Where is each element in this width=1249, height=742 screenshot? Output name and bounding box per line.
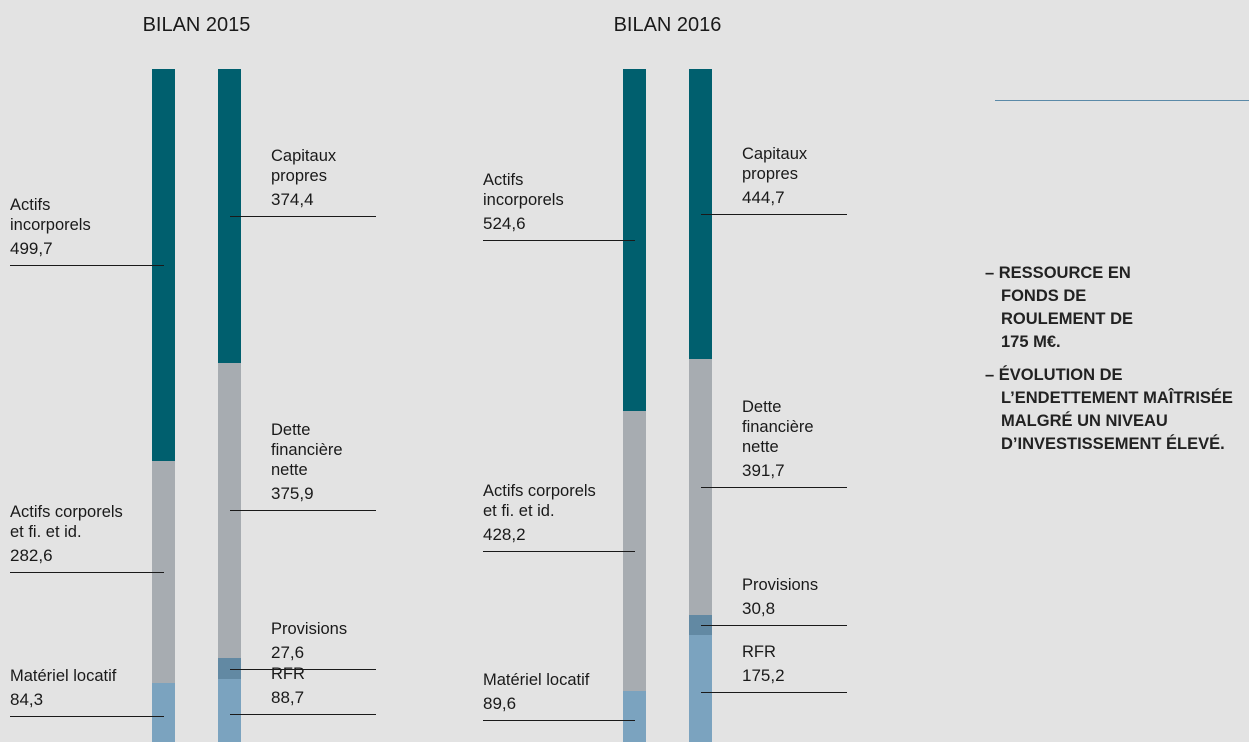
bar-segment	[152, 461, 175, 683]
leader-line	[229, 510, 376, 512]
segment-value: 444,7	[742, 188, 785, 208]
segment-name: Capitaux propres	[742, 145, 808, 184]
notes: – RESSOURCE EN FONDS DE ROULEMENT DE 175…	[985, 262, 1249, 466]
segment-value: 524,6	[483, 214, 526, 234]
segment-label: Actifs incorporels 499,7	[10, 195, 130, 259]
leader-line	[483, 240, 635, 242]
leader-line	[229, 668, 376, 670]
segment-value: 175,2	[742, 665, 785, 685]
segment-name: Actifs incorporels	[10, 196, 91, 235]
leader-line	[700, 624, 847, 626]
segment-label: Dette financière nette 391,7	[742, 397, 847, 481]
segment-name: Matériel locatif	[483, 670, 590, 689]
segment-name: Dette financière nette	[742, 397, 814, 456]
segment-label: Capitaux propres 374,4	[271, 146, 376, 210]
segment-name: Matériel locatif	[10, 666, 117, 685]
bar-segment	[623, 69, 646, 412]
segment-value: 89,6	[483, 693, 517, 713]
segment-name: Actifs corporels et fi. et id.	[483, 481, 596, 520]
segment-label: Capitaux propres 444,7	[742, 144, 847, 208]
segment-value: 374,4	[271, 189, 314, 209]
segment-label: RFR 88,7	[271, 664, 376, 708]
segment-value: 391,7	[742, 460, 785, 480]
segment-label: RFR 175,2	[742, 642, 847, 686]
leader-line	[700, 214, 847, 216]
segment-name: Actifs incorporels	[483, 171, 564, 210]
segment-label: Dette financière nette 375,9	[271, 420, 376, 504]
segment-value: 428,2	[483, 524, 526, 544]
segment-value: 499,7	[10, 239, 53, 259]
segment-label: Actifs incorporels 524,6	[483, 170, 603, 234]
segment-label: Actifs corporels et fi. et id. 282,6	[10, 502, 130, 566]
segment-name: Actifs corporels et fi. et id.	[10, 502, 123, 541]
rule	[995, 100, 1249, 101]
segment-value: 282,6	[10, 545, 53, 565]
leader-line	[10, 265, 164, 267]
segment-name: RFR	[271, 665, 305, 684]
segment-label: Actifs corporels et fi. et id. 428,2	[483, 481, 603, 545]
leader-line	[10, 571, 164, 573]
segment-value: 84,3	[10, 689, 44, 709]
bar-segment	[152, 69, 175, 462]
note: – RESSOURCE EN FONDS DE ROULEMENT DE 175…	[985, 264, 1133, 351]
note: – ÉVOLUTION DE L’ENDETTEMENT MAÎTRISÉE M…	[985, 366, 1233, 453]
segment-label: Matériel locatif 89,6	[483, 670, 603, 714]
leader-line	[229, 714, 376, 716]
chart-title: BILAN 2015	[142, 14, 251, 36]
leader-line	[483, 719, 635, 721]
segment-label: Provisions 27,6	[271, 619, 376, 663]
bar-segment	[623, 690, 646, 742]
segment-name: Provisions	[742, 575, 819, 594]
segment-value: 88,7	[271, 688, 305, 708]
bar-segment	[689, 614, 712, 635]
chart-title: BILAN 2016	[613, 14, 722, 36]
bar-segment	[152, 682, 175, 742]
segment-name: Dette financière nette	[271, 421, 343, 480]
leader-line	[483, 550, 635, 552]
segment-label: Provisions 30,8	[742, 575, 847, 619]
segment-name: Provisions	[271, 619, 348, 638]
bar-segment	[218, 679, 241, 742]
segment-value: 27,6	[271, 642, 305, 662]
segment-name: Capitaux propres	[271, 146, 337, 185]
segment-label: Matériel locatif 84,3	[10, 666, 130, 710]
bar-segment	[689, 634, 712, 742]
segment-value: 375,9	[271, 484, 314, 504]
segment-name: RFR	[742, 642, 776, 661]
segment-value: 30,8	[742, 598, 776, 618]
leader-line	[10, 715, 164, 717]
bar-segment	[623, 411, 646, 691]
leader-line	[229, 215, 376, 217]
leader-line	[700, 486, 847, 488]
leader-line	[700, 691, 847, 693]
